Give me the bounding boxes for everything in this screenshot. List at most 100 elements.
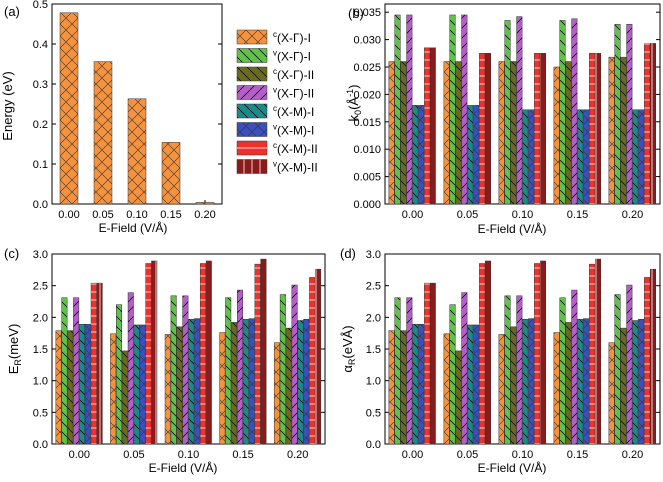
bar-c-0-1-hatch [110,333,116,444]
bar-c-2-2-hatch [176,326,183,444]
bar-c-6-0-hatch [91,283,97,444]
y-tick-label: 0.035 [353,7,381,19]
x-tick-label: 0.20 [194,209,215,221]
legend-label-5: v(X-M)-I [273,123,314,138]
bar-d-3-2-hatch [516,295,523,444]
plot-d: 0.0 0.5 1.0 1.5 2.0 2.5 3.0 0.00 0.05 0.10 0.15 0.2… [366,249,661,461]
bar-b-5-3-hatch [583,109,589,204]
bar-c-5-0-hatch [85,324,91,444]
bar-c-6-2-hatch [200,263,206,444]
bar-c-4-1-hatch [133,324,140,444]
bar-b-7-4-hatch [650,43,656,204]
x-tick-label: 0.05 [457,449,478,461]
y-tick-label: 0.5 [366,407,381,419]
bar-b-5-0-hatch [418,105,424,204]
legend-label-2: c(X-Γ)-II [273,67,314,82]
x-tick-label: 0.15 [567,449,588,461]
legend-sup: c [273,30,277,39]
x-axis-label-c: E-Field (V/Å) [149,460,218,475]
bar-d-2-4-hatch [620,328,627,444]
plot-b: 0.000 0.005 0.010 0.015 0.020 0.025 0.030 0.035… [353,3,661,221]
bar-b-2-3-hatch [565,61,572,205]
y-tick-label: 0.020 [353,89,381,101]
legend-swatch-6-hatch [237,141,267,155]
bar-b-3-0-hatch [406,14,413,204]
y-tick-label: 2.0 [366,312,381,324]
legend-text: (X-Γ)-II [277,87,314,101]
x-tick-label: 0.00 [58,209,79,221]
bar-a-0.15-hatch [162,142,180,204]
bar-c-1-4-hatch [280,294,286,444]
bar-c-1-1-hatch [116,304,122,444]
bar-d-1-0-hatch [394,297,401,444]
x-tick-label: 0.00 [402,209,423,221]
bar-d-4-4-hatch [632,320,639,444]
y-tick-label: 0.010 [353,144,381,156]
y-tick-label: 1.5 [366,344,381,356]
legend-label-6: c(X-M)-II [273,141,318,156]
legend-sup: v [273,160,277,169]
bar-d-1-3-hatch [559,297,566,444]
bar-b-3-4-hatch [626,24,633,205]
bar-d-5-3-hatch [583,318,589,444]
x-tick-label: 0.20 [622,209,643,221]
x-axis-label-d: E-Field (V/Å) [478,460,547,475]
bar-b-1-0-hatch [394,14,401,204]
legend-text: (X-M)-II [277,161,318,175]
y-tick-label: 0.3 [33,79,48,91]
y-tick-label: 0.005 [353,172,381,184]
bar-d-4-1-hatch [467,324,474,444]
legend-label-4: c(X-M)-I [273,104,314,119]
bar-b-2-2-hatch [510,61,517,205]
y-tick-label: 0.030 [353,35,381,47]
bar-b-2-0-hatch [400,61,407,205]
bar-d-1-4-hatch [614,294,621,444]
bar-c-7-2-hatch [206,260,212,444]
bar-d-7-2-hatch [540,260,546,444]
legend-text: (X-M)-II [277,142,318,156]
bar-c-1-2-hatch [170,295,177,444]
bar-c-0-2-hatch [165,334,171,444]
panel-label-d: (d) [340,246,356,261]
y-tick-label: 2.5 [366,281,381,293]
bar-c-2-1-hatch [122,350,128,444]
y-tick-label: 1.0 [33,376,48,388]
bar-b-5-1-hatch [473,105,479,204]
bar-c-0-3-hatch [219,332,226,444]
bar-d-7-0-hatch [430,283,436,444]
bar-b-6-4-hatch [644,43,650,204]
x-tick-label: 0.00 [402,449,423,461]
bar-c-4-4-hatch [297,320,304,444]
x-tick-label: 0.05 [92,209,113,221]
bar-b-7-3-hatch [595,53,601,205]
y-axis-label-a: Energy (eV) [0,71,15,140]
bar-c-5-1-hatch [139,324,146,444]
y-tick-label: 0.5 [33,0,48,11]
y-tick-label: 0.2 [33,119,48,131]
bar-d-7-1-hatch [485,260,491,444]
bar-d-0-0-hatch [388,330,395,444]
y-tick-label: 0.4 [33,39,48,51]
bar-c-3-4-hatch [291,285,298,444]
bar-c-0-4-hatch [274,342,280,444]
bar-c-7-4-hatch [315,269,321,444]
bar-b-0-2-hatch [498,61,505,205]
bar-c-1-0-hatch [61,297,68,444]
y-tick-label: 2.0 [33,312,48,324]
bar-b-5-4-hatch [638,109,644,204]
legend-sup: c [273,67,277,76]
bar-b-6-2-hatch [534,53,540,205]
legend-text: (X-M)-I [277,105,314,119]
y-tick-label: 3.0 [33,249,48,261]
bar-b-7-0-hatch [430,47,436,204]
legend-label-7: v(X-M)-II [273,160,318,175]
panel-label-b: (b) [348,6,364,21]
y-tick-label: 3.0 [366,249,381,261]
bar-c-4-3-hatch [243,319,249,444]
y-tick-label: 0.000 [353,199,381,211]
legend-swatch-1-hatch [237,48,267,63]
bar-d-3-1-hatch [461,292,468,444]
y-tick-label: 0.0 [366,439,381,451]
bar-b-7-1-hatch [485,53,491,205]
